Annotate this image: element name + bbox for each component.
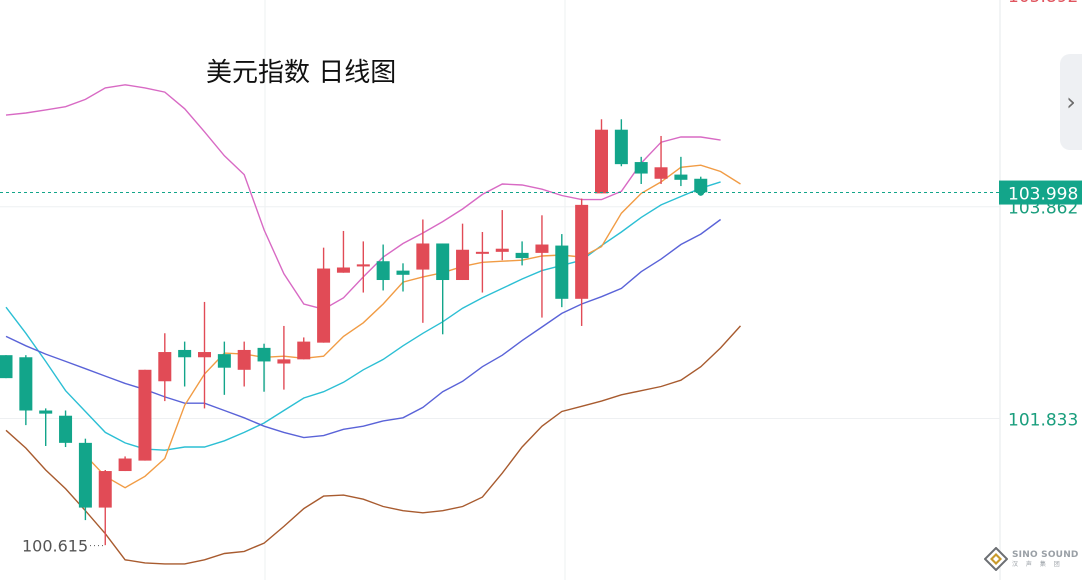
candle-body xyxy=(495,248,509,252)
series-line-boll_lower xyxy=(5,325,742,565)
next-chart-button[interactable]: › xyxy=(1060,54,1082,150)
candle-body xyxy=(694,178,708,193)
candle-body xyxy=(317,268,331,343)
chart-title: 美元指数 日线图 xyxy=(206,58,397,88)
candle-body xyxy=(654,167,668,179)
candle-body xyxy=(376,261,390,281)
candle-body xyxy=(217,354,231,368)
candle-body xyxy=(0,355,13,379)
current-price-box xyxy=(999,180,1082,205)
y-axis-label: 105.892 xyxy=(1008,0,1078,7)
series-line-ma_mid xyxy=(5,181,721,451)
watermark-brand: SINO SOUND xyxy=(1012,549,1079,560)
candle-body xyxy=(674,174,688,180)
series-line-ma_fast xyxy=(84,164,741,489)
candle-body xyxy=(118,458,132,472)
candle-body xyxy=(396,270,410,275)
candle-body xyxy=(436,243,450,281)
low-marker-label: 100.615 xyxy=(22,537,88,556)
candle-body xyxy=(198,352,211,358)
candle-body xyxy=(98,471,112,508)
candle-body xyxy=(237,349,251,370)
candle-body xyxy=(416,243,430,270)
candle-body xyxy=(158,352,172,382)
candle-body xyxy=(138,369,152,461)
candle-body xyxy=(277,359,291,364)
candle-body xyxy=(178,349,192,358)
candle-body xyxy=(356,264,370,267)
candle-body xyxy=(575,204,589,299)
candle-body xyxy=(634,162,648,174)
series-line-ma_slow xyxy=(5,218,722,439)
candle-body xyxy=(614,129,628,165)
y-axis-label: 101.833 xyxy=(1008,411,1078,431)
last-price-dot xyxy=(697,188,705,196)
brand-watermark: SINO SOUND 汉 声 集 团 xyxy=(984,545,1079,573)
candle-body xyxy=(456,249,470,281)
candle-body xyxy=(535,244,549,253)
chevron-right-icon: › xyxy=(1066,88,1076,116)
watermark-sub: 汉 声 集 团 xyxy=(1012,560,1063,568)
candle-body xyxy=(257,347,271,362)
sino-sound-logo-icon xyxy=(984,547,1008,571)
candle-body xyxy=(595,129,608,194)
candle-body xyxy=(297,341,311,360)
candle-body xyxy=(59,415,73,443)
candle-body xyxy=(19,357,33,411)
candle-body xyxy=(475,251,489,254)
current-price-label: 103.998 xyxy=(1008,185,1078,205)
candle-body xyxy=(515,252,529,259)
candle-body xyxy=(78,442,92,508)
candle-body xyxy=(555,245,569,299)
candle-body xyxy=(39,410,53,414)
candle-body xyxy=(336,267,350,273)
